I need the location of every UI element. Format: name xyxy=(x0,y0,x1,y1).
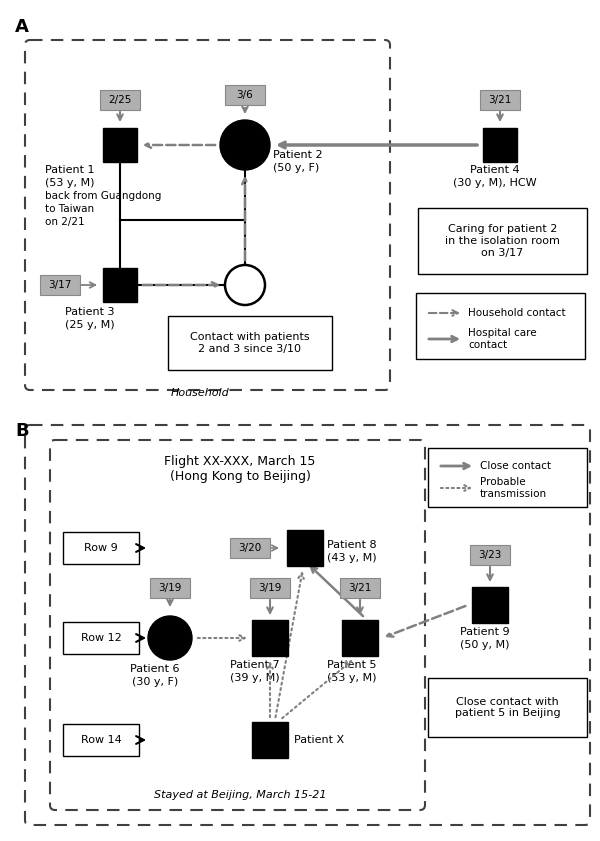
Text: Patient 7: Patient 7 xyxy=(230,660,280,670)
Text: 3/21: 3/21 xyxy=(349,583,371,593)
FancyBboxPatch shape xyxy=(480,90,520,110)
Text: 2/25: 2/25 xyxy=(109,95,131,105)
FancyBboxPatch shape xyxy=(63,724,139,756)
Bar xyxy=(103,268,137,302)
Text: 3/20: 3/20 xyxy=(238,543,262,553)
Bar xyxy=(342,620,378,656)
Bar xyxy=(483,128,517,162)
Text: (50 y, F): (50 y, F) xyxy=(273,163,319,173)
FancyBboxPatch shape xyxy=(416,293,585,359)
Text: Close contact: Close contact xyxy=(480,461,551,471)
Text: (53 y, M): (53 y, M) xyxy=(327,673,377,683)
Text: Patient 6: Patient 6 xyxy=(130,664,180,674)
Text: Hospital care
contact: Hospital care contact xyxy=(468,328,536,350)
Circle shape xyxy=(148,616,192,660)
Text: to Taiwan: to Taiwan xyxy=(45,204,94,214)
Text: (25 y, M): (25 y, M) xyxy=(65,320,115,330)
Text: Patient 2: Patient 2 xyxy=(273,150,323,160)
Text: Patient X: Patient X xyxy=(294,735,344,745)
Text: Flight XX-XXX, March 15
(Hong Kong to Beijing): Flight XX-XXX, March 15 (Hong Kong to Be… xyxy=(164,455,316,483)
Text: Patient 1: Patient 1 xyxy=(45,165,95,175)
Text: (53 y, M): (53 y, M) xyxy=(45,178,95,188)
Text: back from Guangdong: back from Guangdong xyxy=(45,191,161,201)
FancyBboxPatch shape xyxy=(428,448,587,507)
Text: Patient 4: Patient 4 xyxy=(470,165,520,175)
Circle shape xyxy=(220,120,270,170)
Text: Patient 3: Patient 3 xyxy=(65,307,115,317)
Bar xyxy=(103,128,137,162)
Text: Patient 5: Patient 5 xyxy=(327,660,377,670)
Text: (30 y, F): (30 y, F) xyxy=(132,677,178,687)
Bar xyxy=(252,620,288,656)
Text: A: A xyxy=(15,18,29,36)
Text: 3/21: 3/21 xyxy=(488,95,512,105)
Text: (43 y, M): (43 y, M) xyxy=(327,553,377,563)
FancyBboxPatch shape xyxy=(470,545,510,565)
Text: Patient 9: Patient 9 xyxy=(460,627,510,637)
FancyBboxPatch shape xyxy=(250,578,290,598)
FancyBboxPatch shape xyxy=(25,40,390,390)
FancyBboxPatch shape xyxy=(150,578,190,598)
FancyBboxPatch shape xyxy=(25,425,590,825)
Text: Close contact with
patient 5 in Beijing: Close contact with patient 5 in Beijing xyxy=(455,696,560,718)
Text: on 2/21: on 2/21 xyxy=(45,217,85,227)
FancyBboxPatch shape xyxy=(40,275,80,295)
FancyBboxPatch shape xyxy=(230,538,270,558)
Bar xyxy=(287,530,323,566)
Circle shape xyxy=(225,265,265,305)
FancyBboxPatch shape xyxy=(428,678,587,737)
Text: Row 14: Row 14 xyxy=(80,735,121,745)
FancyBboxPatch shape xyxy=(340,578,380,598)
Text: Probable
transmission: Probable transmission xyxy=(480,477,547,499)
Text: (30 y, M), HCW: (30 y, M), HCW xyxy=(453,178,537,188)
Text: Stayed at Beijing, March 15-21: Stayed at Beijing, March 15-21 xyxy=(154,790,326,800)
FancyBboxPatch shape xyxy=(63,622,139,654)
FancyBboxPatch shape xyxy=(418,208,587,274)
Text: (50 y, M): (50 y, M) xyxy=(460,640,510,650)
Text: (39 y, M): (39 y, M) xyxy=(230,673,280,683)
Text: 3/19: 3/19 xyxy=(259,583,281,593)
FancyBboxPatch shape xyxy=(50,440,425,810)
Text: 3/17: 3/17 xyxy=(49,280,71,290)
FancyBboxPatch shape xyxy=(100,90,140,110)
Text: Caring for patient 2
in the isolation room
on 3/17: Caring for patient 2 in the isolation ro… xyxy=(445,225,560,257)
Text: Row 9: Row 9 xyxy=(84,543,118,553)
Bar xyxy=(472,587,508,623)
FancyBboxPatch shape xyxy=(225,85,265,105)
Text: Row 12: Row 12 xyxy=(80,633,121,643)
FancyBboxPatch shape xyxy=(168,316,332,370)
FancyBboxPatch shape xyxy=(63,532,139,564)
Text: Household: Household xyxy=(170,388,229,398)
Text: Contact with patients
2 and 3 since 3/10: Contact with patients 2 and 3 since 3/10 xyxy=(190,332,310,354)
Text: Patient 8: Patient 8 xyxy=(327,540,377,550)
Text: 3/19: 3/19 xyxy=(158,583,182,593)
Text: 3/23: 3/23 xyxy=(478,550,502,560)
Text: B: B xyxy=(15,422,29,440)
Text: 3/6: 3/6 xyxy=(236,90,253,100)
Text: Household contact: Household contact xyxy=(468,308,566,318)
Bar xyxy=(252,722,288,758)
